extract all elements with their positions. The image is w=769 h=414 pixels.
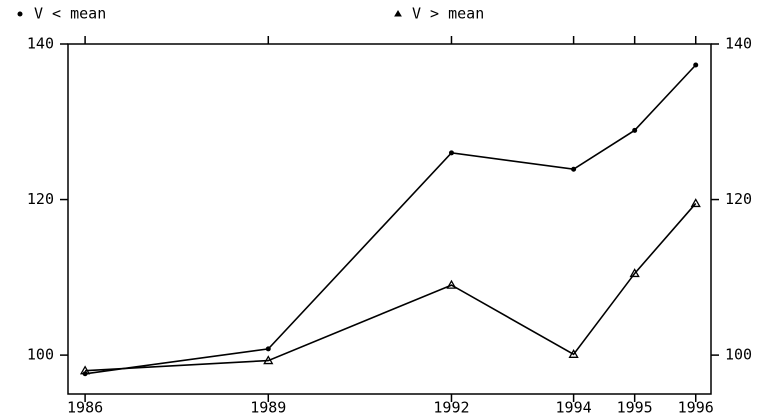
- marker: [693, 62, 699, 68]
- legend-marker: [17, 11, 23, 17]
- y2-tick-label: 100: [725, 346, 752, 364]
- series-line: [84, 64, 697, 375]
- plot-frame: [67, 43, 712, 395]
- y-tick-label: 140: [27, 35, 54, 53]
- marker: [690, 198, 701, 208]
- y2-tick-label: 120: [725, 190, 752, 208]
- legend-marker: [394, 10, 402, 17]
- legend-label: V < mean: [34, 5, 106, 23]
- series-line: [85, 202, 697, 372]
- x-tick-label: 1989: [250, 399, 286, 414]
- x-tick-label: 1996: [678, 399, 714, 414]
- marker: [79, 365, 91, 375]
- x-tick-label: 1994: [556, 399, 592, 414]
- marker: [629, 268, 640, 278]
- x-tick-label: 1986: [67, 399, 103, 414]
- marker: [571, 166, 577, 172]
- marker: [448, 150, 454, 156]
- marker: [632, 127, 638, 133]
- legend-label: V > mean: [412, 5, 484, 23]
- x-tick-label: 1992: [433, 399, 469, 414]
- marker: [265, 346, 271, 352]
- marker: [568, 349, 579, 358]
- y-tick-label: 100: [27, 346, 54, 364]
- x-tick-label: 1995: [617, 399, 653, 414]
- y2-tick-label: 140: [725, 35, 752, 53]
- y-tick-label: 120: [27, 190, 54, 208]
- marker: [446, 279, 457, 289]
- marker: [263, 355, 274, 365]
